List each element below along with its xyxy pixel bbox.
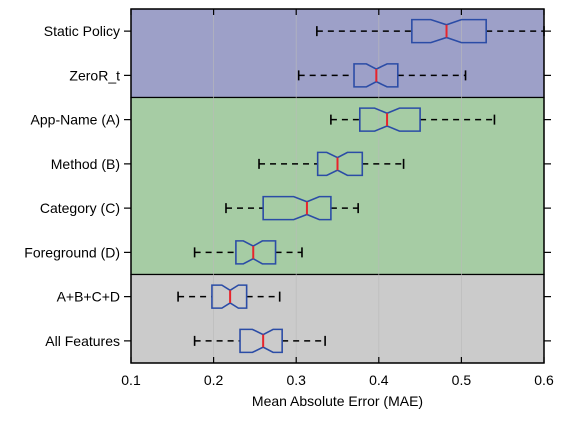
x-tick-label: 0.4 xyxy=(369,372,389,388)
x-axis-title: Mean Absolute Error (MAE) xyxy=(252,393,423,409)
y-tick-label: Foreground (D) xyxy=(24,244,120,260)
x-tick-label: 0.6 xyxy=(534,372,554,388)
box-method-b xyxy=(258,151,405,177)
boxes xyxy=(177,18,545,354)
x-tick-label: 0.3 xyxy=(286,372,306,388)
group-backgrounds xyxy=(130,8,545,364)
x-tick-label: 0.1 xyxy=(121,372,141,388)
plot-frame xyxy=(130,8,545,364)
y-tick-label: Static Policy xyxy=(44,23,120,39)
x-tick-label: 0.5 xyxy=(452,372,472,388)
box-category-c xyxy=(225,195,359,221)
y-tick-label: Method (B) xyxy=(51,156,120,172)
box-all-features xyxy=(193,328,326,354)
box-a-b-c-d xyxy=(177,284,281,309)
box-body xyxy=(353,63,399,88)
box-body xyxy=(262,195,332,221)
group-band-baselines xyxy=(130,8,545,99)
axes: 0.1 0.2 0.3 0.4 0.5 0.6 Static Policy ZeroR_t Ap… xyxy=(24,8,554,388)
box-zeror-t xyxy=(297,63,467,88)
y-tick-label: App-Name (A) xyxy=(31,112,120,128)
group-band-single-feature xyxy=(130,96,545,276)
y-tick-label: Category (C) xyxy=(40,200,120,216)
box-app-name-a xyxy=(330,107,496,132)
y-tick-label: A+B+C+D xyxy=(57,289,120,305)
y-tick-label: All Features xyxy=(45,333,120,349)
box-body xyxy=(239,328,283,354)
box-body xyxy=(211,284,248,309)
box-foreground-d xyxy=(193,240,303,265)
box-body xyxy=(411,18,487,44)
box-body xyxy=(235,240,277,265)
x-tick-label: 0.2 xyxy=(204,372,224,388)
box-body xyxy=(359,107,421,132)
group-band-combined xyxy=(130,273,545,364)
box-body xyxy=(316,151,364,177)
y-tick-label: ZeroR_t xyxy=(69,67,120,83)
